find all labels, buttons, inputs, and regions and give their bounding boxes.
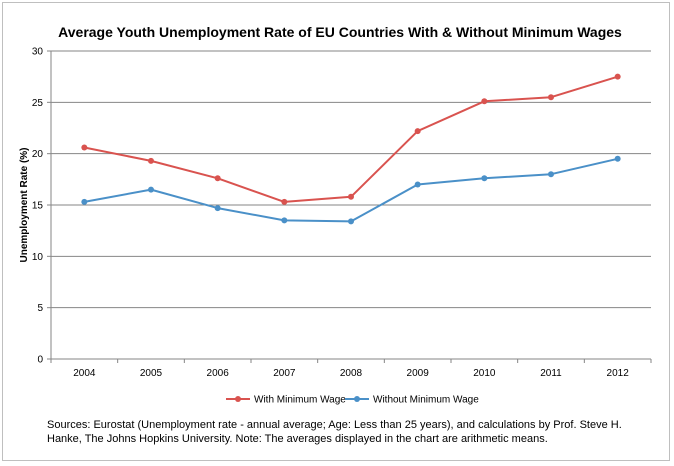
data-point [548,94,554,101]
y-tick-label: 15 [32,201,44,212]
chart-frame [2,2,670,461]
data-point [81,144,88,151]
legend-item-1: With Minimum Wage [226,395,346,406]
y-tick-label: 30 [32,47,44,58]
data-point [281,198,288,205]
source-footnote: Sources: Eurostat (Unemployment rate - a… [47,419,622,445]
y-tick-label: 5 [37,303,43,314]
x-tick-label: 2011 [540,368,562,379]
series-group [81,73,621,225]
data-point [548,171,554,178]
legend-swatch-marker [354,396,360,402]
x-tick-label: 2005 [140,368,163,379]
data-point [148,186,154,193]
x-tick-labels: 2004 2005 2006 2007 2008 2009 2010 2011 2012 [73,368,629,379]
series-2 [81,155,621,225]
data-point [414,128,421,135]
x-tick-label: 2004 [73,368,96,379]
series-line [84,75,618,203]
y-tick-label: 20 [32,149,44,160]
data-point [348,218,354,225]
x-tick-label: 2009 [407,368,430,379]
legend: With Minimum Wage Without Minimum Wage [226,395,479,406]
series-1 [81,73,621,205]
legend-item-2: Without Minimum Wage [345,395,479,406]
legend-swatch-marker [235,396,241,402]
data-point [281,217,288,224]
data-point [481,175,488,182]
y-tick-labels: 0 5 10 15 20 25 30 [32,47,44,366]
data-point [214,175,221,182]
data-point [214,205,221,212]
gridlines [47,50,651,360]
axes [50,51,652,363]
data-point [148,157,154,164]
x-tick-label: 2007 [273,368,296,379]
x-tick-label: 2006 [207,368,230,379]
y-tick-label: 0 [37,355,43,366]
x-tick-label: 2010 [473,368,496,379]
y-tick-label: 25 [32,98,44,109]
series-line [84,157,618,223]
data-point [81,198,88,205]
data-point [414,181,421,188]
y-tick-label: 10 [32,252,44,263]
chart-title: Average Youth Unemployment Rate of EU Co… [58,24,622,40]
data-point [614,73,621,80]
x-tick-label: 2012 [607,368,630,379]
legend-label: With Minimum Wage [254,395,346,406]
data-point [481,98,488,105]
legend-label: Without Minimum Wage [373,395,479,406]
y-axis-label: Unemployment Rate (%) [19,147,30,262]
data-point [348,193,354,200]
data-point [614,155,621,162]
x-tick-label: 2008 [340,368,363,379]
